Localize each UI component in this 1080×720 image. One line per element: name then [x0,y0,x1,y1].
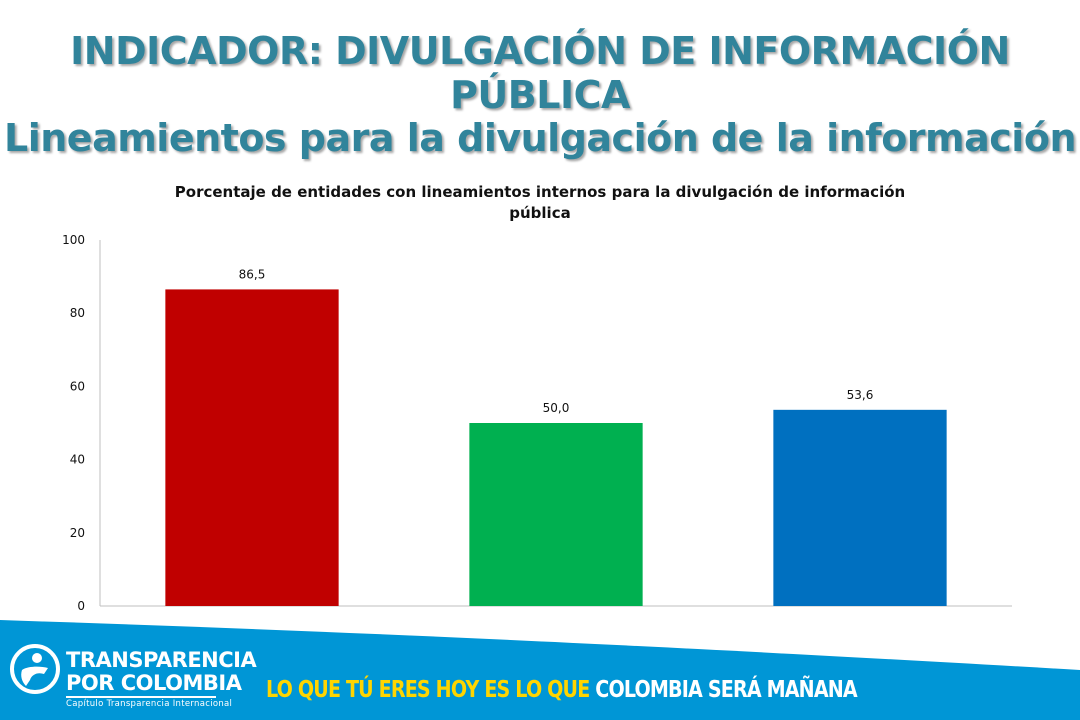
x-tick-label: ITM [849,619,872,620]
chart-title-line1: Porcentaje de entidades con lineamientos… [175,183,905,201]
y-tick-label: 0 [77,599,85,613]
bar-itn [165,289,339,606]
footer-wave [0,620,1080,720]
data-label: 53,6 [847,388,874,402]
y-tick-label: 60 [70,379,85,393]
y-tick-label: 20 [70,526,85,540]
footer-band [0,620,1080,720]
x-tick-label: ITD [545,619,567,620]
bar-itd [469,423,643,606]
slogan-part1: LO QUE TÚ ERES HOY ES LO QUE [266,677,590,703]
logo-divider [66,696,216,698]
slogan: LO QUE TÚ ERES HOY ES LO QUE COLOMBIA SE… [266,677,858,703]
x-tick-label: ITN [241,619,263,620]
data-label: 86,5 [239,267,266,281]
logo-text-line1: TRANSPARENCIA [66,648,257,672]
slide-title-line2: Lineamientos para la divulgación de la i… [4,116,1077,161]
person-circle-icon [10,644,60,694]
slide-title: INDICADOR: DIVULGACIÓN DE INFORMACIÓN PÚ… [0,29,1080,161]
chart-title-line2: pública [509,204,570,222]
y-tick-label: 40 [70,453,85,467]
slide-title-line1: INDICADOR: DIVULGACIÓN DE INFORMACIÓN PÚ… [70,29,1010,117]
bar-chart: Porcentaje de entidades con lineamientos… [62,183,1012,620]
logo-subtitle: Capítulo Transparencia Internacional [66,699,233,709]
logo-text-line2: POR COLOMBIA [66,671,242,695]
bar-itm [773,409,947,606]
y-tick-label: 80 [70,306,85,320]
y-tick-label: 100 [62,233,85,247]
slogan-part2: COLOMBIA SERÁ MAÑANA [595,677,857,703]
data-label: 50,0 [543,401,570,415]
